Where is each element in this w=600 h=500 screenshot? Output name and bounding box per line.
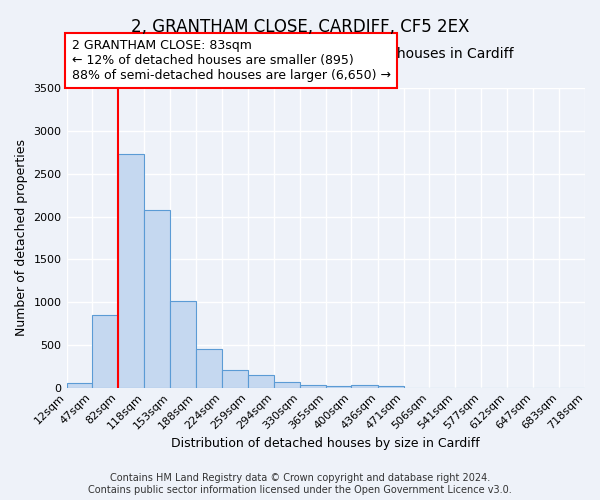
Bar xyxy=(352,384,378,388)
Text: 2 GRANTHAM CLOSE: 83sqm
← 12% of detached houses are smaller (895)
88% of semi-d: 2 GRANTHAM CLOSE: 83sqm ← 12% of detache… xyxy=(72,39,391,82)
Title: Size of property relative to detached houses in Cardiff: Size of property relative to detached ho… xyxy=(137,46,514,60)
X-axis label: Distribution of detached houses by size in Cardiff: Distribution of detached houses by size … xyxy=(172,437,480,450)
Text: 2, GRANTHAM CLOSE, CARDIFF, CF5 2EX: 2, GRANTHAM CLOSE, CARDIFF, CF5 2EX xyxy=(131,18,469,36)
Bar xyxy=(274,382,300,388)
Bar xyxy=(145,210,170,388)
Text: Contains HM Land Registry data © Crown copyright and database right 2024.
Contai: Contains HM Land Registry data © Crown c… xyxy=(88,474,512,495)
Bar xyxy=(67,384,92,388)
Bar xyxy=(248,375,274,388)
Bar xyxy=(300,386,326,388)
Y-axis label: Number of detached properties: Number of detached properties xyxy=(15,140,28,336)
Bar xyxy=(378,386,404,388)
Bar xyxy=(196,348,222,388)
Bar xyxy=(170,301,196,388)
Bar xyxy=(118,154,145,388)
Bar xyxy=(326,386,352,388)
Bar xyxy=(92,315,118,388)
Bar xyxy=(222,370,248,388)
